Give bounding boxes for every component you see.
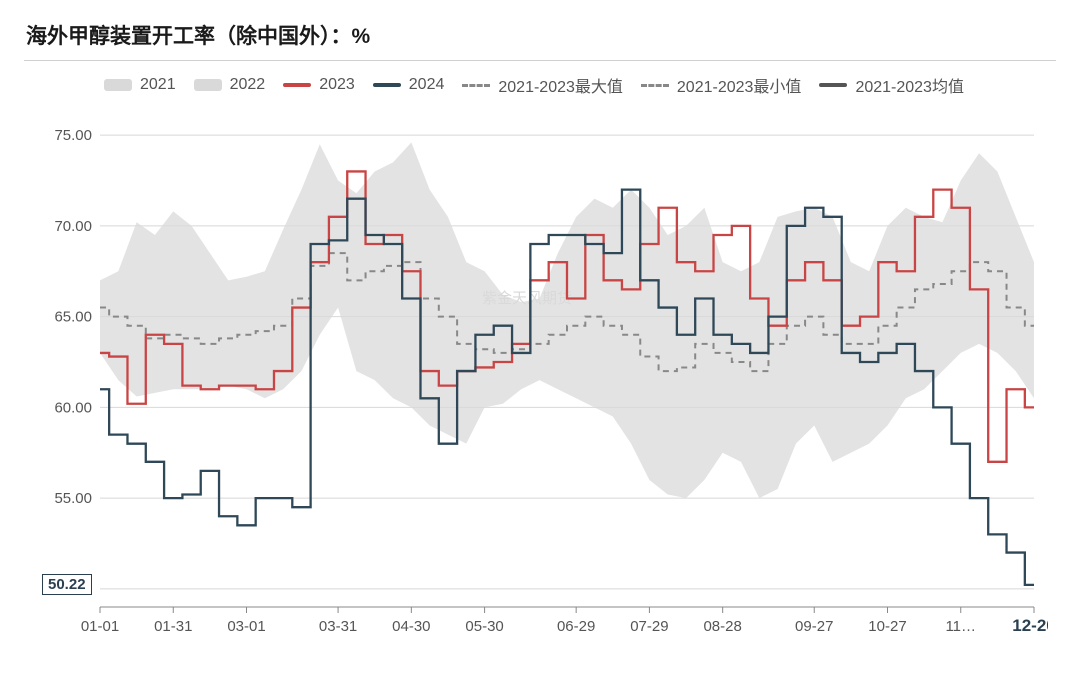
svg-text:12-20: 12-20: [1012, 616, 1048, 635]
svg-text:07-29: 07-29: [630, 618, 668, 635]
svg-text:11…: 11…: [945, 618, 976, 635]
legend-label: 2024: [409, 76, 445, 94]
svg-text:01-01: 01-01: [81, 618, 119, 635]
svg-text:03-01: 03-01: [227, 618, 265, 635]
svg-text:65.00: 65.00: [54, 309, 92, 326]
svg-text:05-30: 05-30: [465, 618, 503, 635]
legend-label: 2021-2023均值: [855, 73, 964, 97]
legend: 2021 2022 2023 2024 2021-2023最大值 2021-2023最小值…: [24, 69, 1056, 101]
svg-text:01-31: 01-31: [154, 618, 192, 635]
svg-text:04-30: 04-30: [392, 618, 430, 635]
chart-container: 海外甲醇装置开工率（除中国外）：% 2021 2022 2023 2024 2021-2…: [0, 0, 1080, 699]
svg-text:10-27: 10-27: [868, 618, 906, 635]
legend-label: 2021: [140, 76, 176, 94]
legend-item-avg[interactable]: 2021-2023均值: [819, 73, 964, 97]
legend-item-s2021[interactable]: 2021: [104, 73, 176, 97]
legend-swatch: [819, 83, 847, 87]
svg-text:08-28: 08-28: [703, 618, 741, 635]
legend-item-s2023[interactable]: 2023: [283, 73, 355, 97]
range-band: [100, 142, 1034, 498]
svg-text:09-27: 09-27: [795, 618, 833, 635]
y-marker-badge: 50.22: [42, 574, 92, 595]
legend-item-s2024[interactable]: 2024: [373, 73, 445, 97]
svg-text:70.00: 70.00: [54, 218, 92, 235]
title-underline: [24, 60, 1056, 61]
svg-text:55.00: 55.00: [54, 490, 92, 507]
legend-label: 2022: [230, 76, 266, 94]
legend-item-max[interactable]: 2021-2023最大值: [462, 73, 623, 97]
legend-label: 2021-2023最小值: [677, 73, 802, 97]
svg-text:60.00: 60.00: [54, 399, 92, 416]
chart-svg: 50.0055.0060.0065.0070.0075.0001-0101-31…: [42, 107, 1048, 647]
svg-text:75.00: 75.00: [54, 127, 92, 144]
legend-swatch: [104, 79, 132, 91]
legend-label: 2023: [319, 76, 355, 94]
legend-item-s2022[interactable]: 2022: [194, 73, 266, 97]
svg-text:06-29: 06-29: [557, 618, 595, 635]
chart-title: 海外甲醇装置开工率（除中国外）：%: [26, 20, 1056, 50]
legend-swatch: [194, 79, 222, 91]
legend-swatch: [373, 83, 401, 87]
legend-item-min[interactable]: 2021-2023最小值: [641, 73, 802, 97]
legend-swatch: [641, 84, 669, 87]
legend-swatch: [283, 83, 311, 87]
plot-area: 紫金天风期货 50.0055.0060.0065.0070.0075.0001-…: [42, 107, 1048, 647]
legend-swatch: [462, 84, 490, 87]
svg-text:03-31: 03-31: [319, 618, 357, 635]
legend-label: 2021-2023最大值: [498, 73, 623, 97]
